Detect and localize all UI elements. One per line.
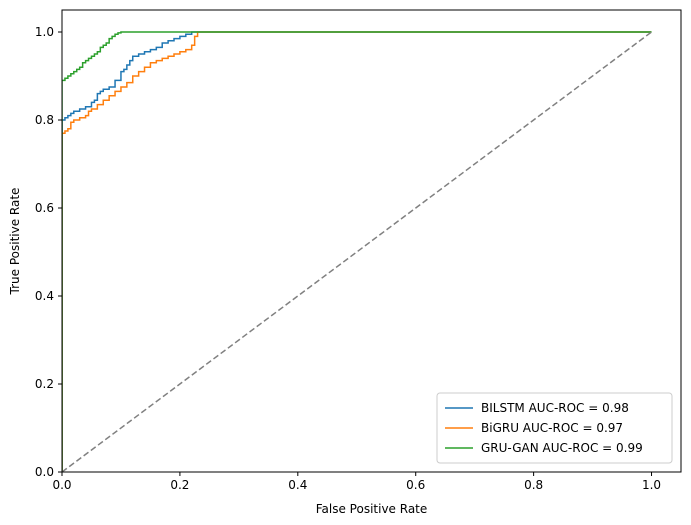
x-tick-label: 0.0: [52, 478, 71, 492]
legend-entry: BILSTM AUC-ROC = 0.98: [481, 401, 629, 415]
x-tick-label: 0.4: [288, 478, 307, 492]
series-line-2: [62, 31, 652, 472]
legend: BILSTM AUC-ROC = 0.98 BiGRU AUC-ROC = 0.9…: [436, 392, 673, 464]
x-tick-label: 1.0: [642, 478, 661, 492]
y-ticks: 0.0 0.2 0.4 0.6 0.8 1.0: [35, 25, 62, 479]
axes-frame: [61, 9, 682, 473]
y-tick-label: 0.6: [35, 201, 54, 215]
x-ticks: 0.0 0.2 0.4 0.6 0.8 1.0: [52, 472, 661, 492]
x-tick-label: 0.8: [524, 478, 543, 492]
series-line-1: [62, 31, 652, 472]
legend-entry: GRU-GAN AUC-ROC = 0.99: [481, 441, 643, 455]
x-tick-label: 0.6: [406, 478, 425, 492]
y-tick-label: 1.0: [35, 25, 54, 39]
y-tick-label: 0.8: [35, 113, 54, 127]
y-axis-label: True Positive Rate: [8, 188, 22, 296]
series-line-0: [62, 31, 652, 472]
legend-entry: BiGRU AUC-ROC = 0.97: [481, 421, 623, 435]
x-tick-label: 0.2: [170, 478, 189, 492]
legend-box: [436, 392, 673, 464]
y-tick-label: 0.0: [35, 465, 54, 479]
series-layer: [62, 31, 652, 472]
x-axis-label: False Positive Rate: [316, 502, 428, 516]
y-tick-label: 0.4: [35, 289, 54, 303]
chance-diagonal-line: [62, 31, 652, 472]
y-tick-label: 0.2: [35, 377, 54, 391]
